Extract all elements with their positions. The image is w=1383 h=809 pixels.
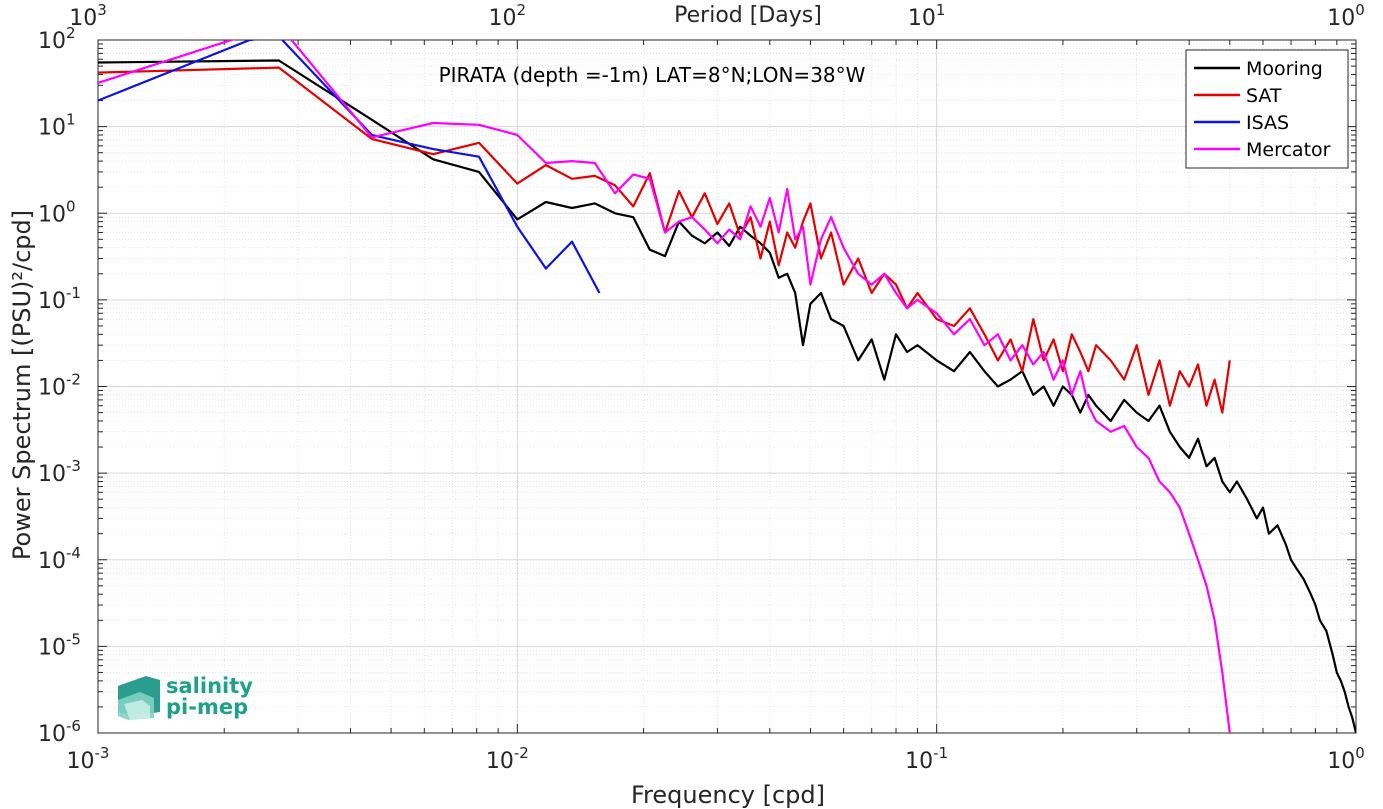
- axis-frame: [97, 39, 1357, 734]
- top-tick-label: 101: [908, 1, 946, 31]
- series-line-sat: [98, 66, 1231, 414]
- x-tick-label: 10-3: [67, 744, 110, 774]
- y-tick-label: 10-2: [38, 371, 81, 401]
- x-tick-label: 10-2: [486, 744, 529, 774]
- legend-label-mooring: Mooring: [1246, 58, 1323, 80]
- x-tick-label: 10-1: [905, 744, 948, 774]
- x-tick-label: 100: [1327, 744, 1365, 774]
- y-tick-label: 10-6: [38, 717, 81, 747]
- x-axis-label: Frequency [cpd]: [631, 781, 825, 809]
- chart-title: PIRATA (depth =-1m) LAT=8°N;LON=38°W: [439, 63, 866, 87]
- logo-text-salinity: salinity: [166, 674, 253, 698]
- y-tick-label: 10-3: [38, 457, 81, 487]
- logo-text-pi-mep: pi-mep: [166, 695, 248, 719]
- series-line-mercator: [98, 40, 1231, 733]
- y-tick-label: 102: [38, 24, 76, 54]
- legend-label-mercator: Mercator: [1246, 139, 1331, 161]
- legend-label-isas: ISAS: [1246, 112, 1289, 134]
- top-axis-label: Period [Days]: [674, 3, 822, 28]
- salinity-pi-mep-logo: salinity pi-mep: [118, 674, 253, 720]
- legend: Mooring SAT ISAS Mercator: [1185, 49, 1349, 169]
- logo-mark-icon: [118, 676, 160, 720]
- series-line-isas: [98, 40, 601, 294]
- top-tick-label: 100: [1327, 1, 1365, 31]
- y-tick-label: 101: [38, 111, 76, 141]
- legend-label-sat: SAT: [1246, 85, 1282, 107]
- y-tick-label: 10-1: [38, 284, 81, 314]
- y-tick-label: 100: [38, 197, 76, 227]
- y-tick-label: 10-5: [38, 630, 81, 660]
- grid-lines: [98, 40, 1356, 733]
- top-tick-label: 103: [69, 1, 107, 31]
- y-tick-label: 10-4: [38, 544, 81, 574]
- top-tick-label: 102: [489, 1, 527, 31]
- series-layer: [98, 40, 1356, 733]
- y-axis-label: Power Spectrum [(PSU)²/cpd]: [8, 210, 36, 560]
